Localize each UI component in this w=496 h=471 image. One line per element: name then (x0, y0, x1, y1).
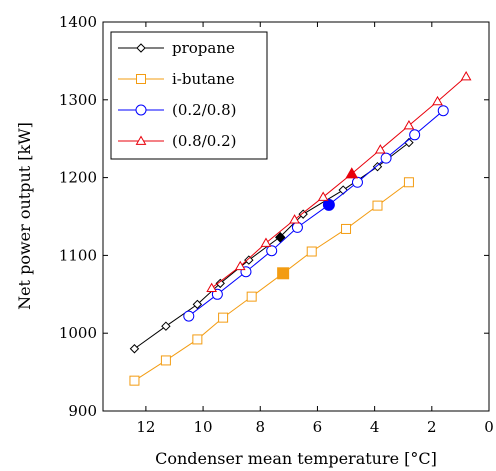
data-point (291, 221, 303, 233)
legend-label: propane (172, 39, 235, 57)
y-tick-label: 1100 (59, 246, 97, 264)
legend-label: i-butane (172, 70, 235, 88)
y-tick-label: 1200 (59, 169, 97, 187)
data-point (160, 355, 171, 366)
data-point (409, 129, 421, 141)
x-tick-label: 2 (427, 418, 437, 436)
x-axis-title: Condenser mean temperature [°C] (155, 449, 437, 468)
legend-marker (136, 74, 146, 84)
data-point (374, 144, 386, 154)
data-point (298, 209, 308, 219)
y-tick-label: 900 (68, 402, 97, 420)
data-point (289, 214, 300, 224)
data-point (372, 200, 383, 211)
data-point (244, 255, 254, 265)
legend-box (110, 31, 268, 160)
legend-items: propane i-butane (0.2/0.8) (0.8/0.2) (118, 39, 236, 150)
legend-label: (0.8/0.2) (172, 132, 236, 150)
data-point (317, 191, 329, 201)
x-tick-label: 6 (313, 418, 323, 436)
data-point (206, 282, 218, 292)
data-point (403, 119, 415, 130)
highlight-point (345, 167, 359, 179)
data-point (437, 105, 449, 117)
data-point (260, 237, 272, 247)
data-point (192, 299, 203, 310)
highlight-point (275, 232, 286, 243)
data-point (432, 95, 443, 106)
plot-frame (102, 21, 490, 412)
data-point (403, 177, 414, 188)
legend-marker (136, 43, 146, 53)
y-tick-label: 1300 (59, 91, 97, 109)
data-point (380, 152, 392, 164)
data-point (266, 245, 278, 257)
legend: propane i-butane (0.2/0.8) (0.8/0.2) (110, 31, 268, 160)
data-point (246, 291, 257, 302)
legend-marker (135, 104, 147, 116)
data-point (372, 162, 383, 172)
data-point (338, 185, 348, 195)
data-point (192, 334, 203, 345)
series-line (134, 181, 410, 382)
data-point (215, 278, 225, 289)
series-3 (206, 70, 472, 292)
x-tick-label: 8 (255, 418, 265, 436)
series-1 (129, 177, 414, 386)
highlight-point (277, 267, 290, 280)
data-point (129, 344, 140, 354)
y-tick-label: 1000 (59, 324, 97, 342)
x-tick-label: 4 (370, 418, 380, 436)
x-tick-label: 12 (136, 418, 155, 436)
data-point (234, 260, 246, 271)
x-tick-label: 10 (194, 418, 213, 436)
series-layer (129, 70, 472, 386)
data-point (218, 312, 229, 323)
y-axis-title: Net power output [kW] (15, 122, 34, 310)
ticks: 12 10 8 6 4 2 0 900 1000 1100 1200 1300 1400 (59, 13, 494, 436)
series-line (211, 76, 467, 289)
legend-label: (0.2/0.8) (172, 101, 236, 119)
data-point (351, 176, 363, 188)
data-point (183, 310, 195, 322)
data-point (460, 70, 472, 81)
data-point (161, 321, 171, 331)
legend-marker (135, 135, 147, 145)
data-point (306, 246, 317, 257)
x-tick-label: 0 (484, 418, 494, 436)
series-2 (183, 105, 449, 322)
data-point (129, 375, 140, 386)
data-point (341, 223, 352, 234)
series-line (188, 110, 444, 317)
highlight-point (322, 198, 335, 211)
y-tick-label: 1400 (59, 13, 97, 31)
